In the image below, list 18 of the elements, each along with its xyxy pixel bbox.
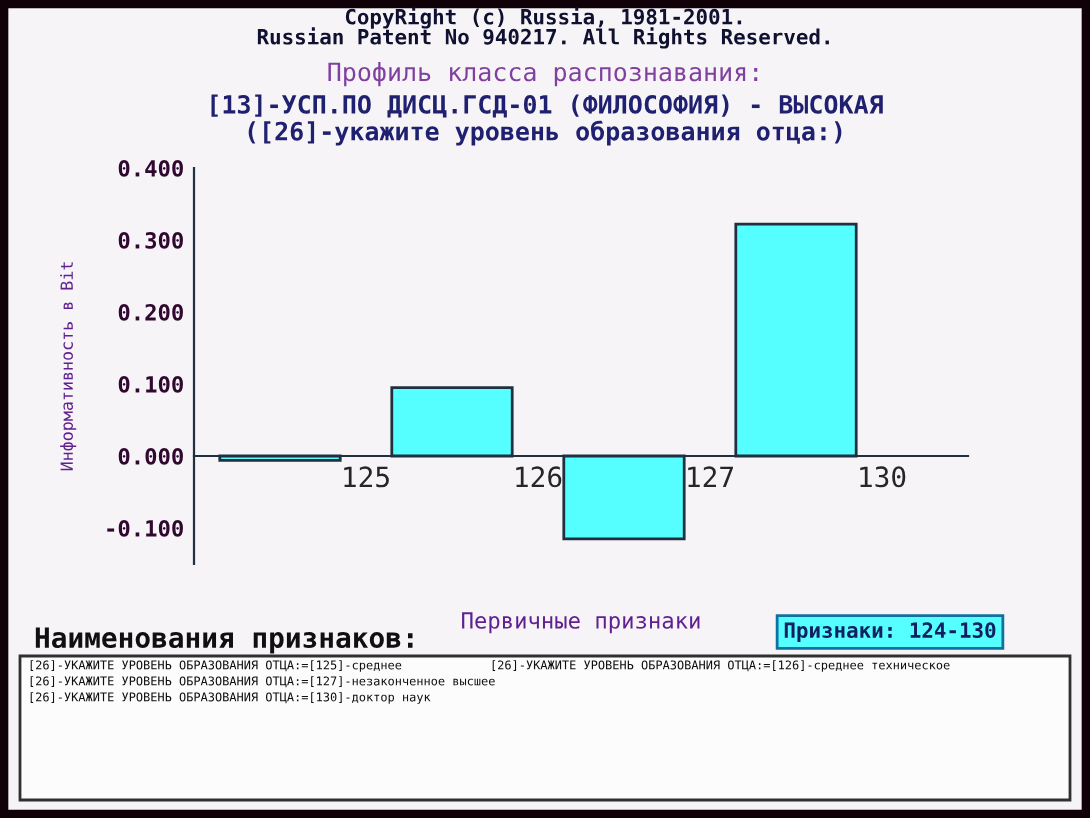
text: Russian Patent No 940217. All Rights Reserved. — [257, 27, 829, 49]
y-tick-label: 0.200 — [118, 303, 183, 321]
x-tick-label: 125 — [344, 466, 389, 488]
text: Наименования признаков: — [35, 627, 413, 654]
y-tick-label: 0.300 — [118, 231, 183, 249]
chart-subtitle: [13]-УСП.ПО ДИСЦ.ГСД-01 (ФИЛОСОФИЯ) - ВЫСОКАЯ ([26]-укажите уровень образования отца:) — [211, 94, 883, 146]
x-tick-label: 127 — [688, 466, 733, 487]
x-axis-title: Первичные признаки — [462, 612, 700, 634]
y-tick-label: 0.000 — [118, 447, 183, 465]
y-tick-label: -0.100 — [107, 519, 183, 537]
y-tick-label: 0.100 — [118, 375, 183, 393]
y-axis-title: Информативность в Bit — [60, 262, 77, 471]
text: CopyRight (c) Russia, 1981-2001. — [345, 7, 742, 29]
x-tick-label: 130 — [860, 466, 906, 488]
y-tick-label: 0.400 — [118, 159, 183, 177]
text: Признаки: 124-130 — [784, 622, 996, 643]
chart-title: Профиль класса распознавания: — [328, 61, 758, 87]
x-tick-label: 126 — [516, 466, 562, 488]
